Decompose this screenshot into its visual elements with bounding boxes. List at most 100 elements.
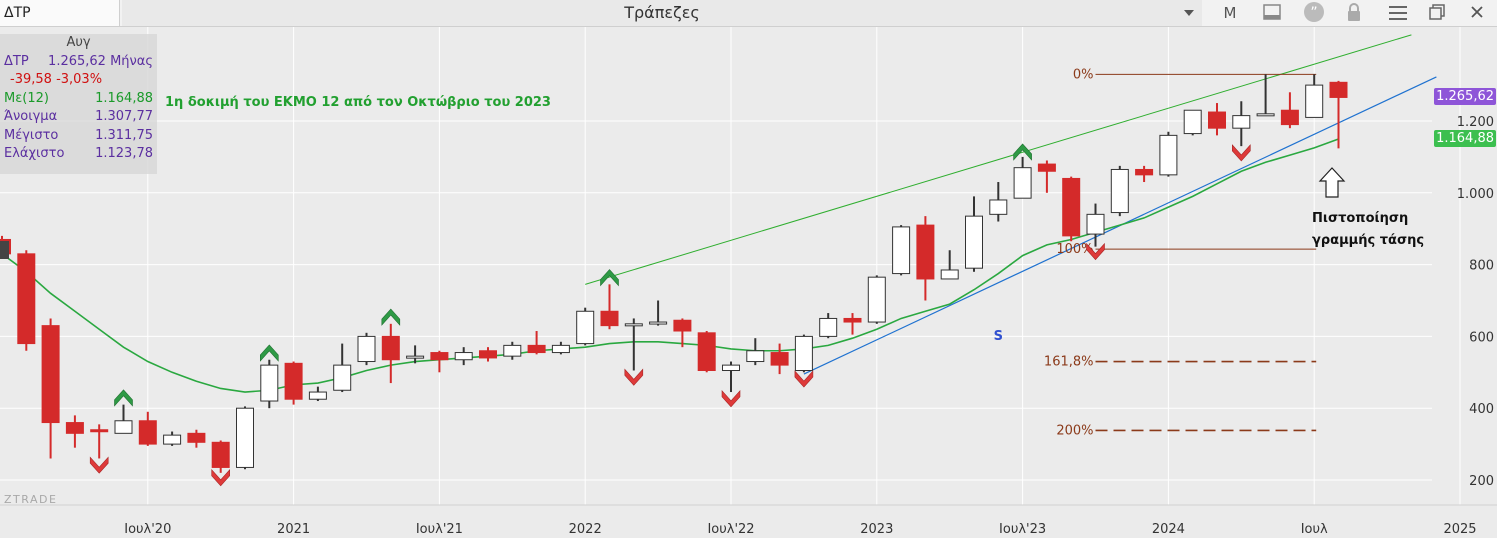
candle	[90, 424, 109, 459]
candle-body	[867, 276, 886, 323]
candle	[867, 275, 886, 324]
candle	[284, 361, 303, 405]
candle-body	[673, 319, 692, 332]
candle	[17, 250, 36, 351]
candle-body	[1256, 113, 1275, 117]
x-tick-label: Ιουλ'22	[707, 522, 754, 537]
candle-body	[430, 352, 449, 361]
candle	[1135, 165, 1154, 183]
candle	[1062, 176, 1081, 242]
candle-body	[357, 335, 376, 363]
symbol-input[interactable]: ΔΤΡ	[0, 0, 120, 26]
confirm-line-2: γραμμής τάσης	[1312, 233, 1425, 248]
candle	[1305, 74, 1324, 118]
fib-label: 100%	[1056, 242, 1093, 257]
candle	[1280, 92, 1299, 129]
quote-icon[interactable]: ”	[1300, 0, 1328, 26]
sell-signal-icon	[721, 390, 741, 408]
candle-body	[649, 321, 668, 325]
candle-body	[381, 335, 400, 361]
sell-signal-icon	[1086, 242, 1105, 261]
menu-icon[interactable]	[1384, 0, 1412, 26]
x-tick-label: Ιουλ'23	[999, 522, 1046, 537]
candle-body	[624, 323, 643, 327]
candle	[916, 216, 935, 301]
candle-body	[211, 441, 230, 468]
candle-body	[163, 434, 182, 445]
info-high-row: Μέγιστο 1.311,75	[0, 127, 157, 146]
candle	[819, 313, 838, 339]
candle-body	[1329, 81, 1348, 98]
candle	[236, 406, 254, 470]
candle-body	[1062, 177, 1081, 237]
candle	[697, 331, 716, 373]
y-tick-label: 400	[1469, 402, 1494, 417]
candle-body	[1086, 213, 1105, 235]
watchlist-title[interactable]: Τράπεζες	[122, 0, 1202, 26]
candle-body	[1232, 115, 1251, 129]
candle-body	[770, 352, 789, 366]
candle-body	[965, 215, 983, 269]
info-date: Αυγ	[66, 35, 91, 50]
candle	[1159, 131, 1178, 177]
candle	[1183, 109, 1202, 136]
ma-tag: 1.164,88	[1434, 129, 1496, 147]
candle-body	[1183, 109, 1202, 135]
candle-body	[41, 325, 60, 424]
info-ma-row: Με(12) 1.164,88	[0, 90, 157, 109]
close-icon[interactable]	[1464, 0, 1490, 26]
candle-body	[284, 362, 303, 400]
candle-body	[600, 310, 619, 327]
price-tag: 1.265,62	[1434, 88, 1496, 106]
toolbar: ΔΤΡ Τράπεζες M ”	[0, 0, 1497, 27]
candle-body	[843, 317, 862, 323]
channel-line	[585, 34, 1412, 285]
candle-body	[940, 269, 959, 280]
candle	[649, 300, 668, 326]
lock-icon[interactable]	[1342, 0, 1366, 26]
x-tick-label: 2023	[860, 522, 893, 537]
candle	[454, 347, 473, 366]
candle	[892, 225, 911, 276]
y-axis: 200 400 600 800 1.000 1.200	[1457, 115, 1494, 489]
candle-body	[1208, 111, 1226, 129]
sell-signal-icon	[794, 370, 814, 388]
info-change-pct: -3,03%	[56, 72, 103, 87]
y-tick-label: 600	[1469, 330, 1494, 345]
candle-body	[308, 391, 327, 400]
info-symbol-row: ΔΤΡ 1.265,62 Μήνας	[0, 53, 157, 72]
candle-body	[892, 226, 911, 275]
candle	[163, 431, 182, 446]
fib-label: 0%	[1073, 67, 1094, 82]
candle	[211, 440, 230, 473]
candle-body	[138, 420, 157, 445]
info-high-value: 1.311,75	[95, 127, 153, 143]
sell-signal-icon	[89, 456, 109, 474]
dropdown-chevron-icon[interactable]	[1176, 0, 1202, 26]
candle-body	[90, 429, 109, 433]
y-tick-label: 1.200	[1457, 115, 1494, 130]
candle	[746, 338, 765, 366]
layout-icon[interactable]	[1260, 0, 1284, 26]
candle	[1037, 160, 1056, 193]
candle-body	[236, 407, 254, 468]
signals	[89, 143, 1251, 487]
info-low-value: 1.123,78	[95, 146, 153, 161]
svg-text:”: ”	[1310, 5, 1317, 21]
price-chart[interactable]: 0% 100% 161,8% 200% S 200 400 600 800 1.000 1.200 Ι…	[0, 27, 1497, 538]
candle-body	[576, 310, 595, 345]
x-tick-label: 2024	[1152, 522, 1185, 537]
candle-body	[17, 253, 36, 345]
candle-body	[1037, 163, 1056, 172]
info-open-value: 1.307,77	[95, 109, 153, 124]
m-button[interactable]: M	[1223, 4, 1237, 22]
candle	[333, 343, 352, 393]
fib-label: 200%	[1056, 423, 1093, 438]
candle-body	[527, 344, 546, 354]
candle	[430, 350, 449, 373]
info-ma-label: Με(12)	[4, 90, 49, 106]
candle	[357, 332, 376, 366]
restore-icon[interactable]	[1424, 0, 1450, 26]
confirm-line-1: Πιστοποίηση	[1312, 211, 1409, 226]
candle	[65, 415, 84, 448]
